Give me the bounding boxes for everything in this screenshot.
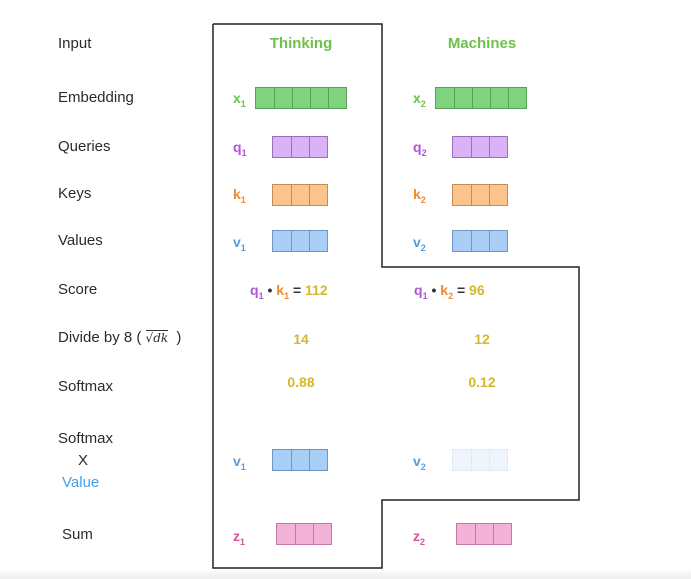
divided-value-2: 12	[474, 331, 490, 347]
softmax-x-line2: X	[78, 452, 89, 469]
sqrt-dk-symbol: √dk	[145, 330, 169, 345]
divide-label-close: )	[176, 329, 182, 346]
sum-symbol-2: z2	[413, 528, 426, 547]
query-symbol-2: q2	[413, 139, 427, 158]
value-vector-1	[272, 230, 328, 252]
weighted-value-symbol-2: v2	[413, 453, 426, 472]
softmax-value-2: 0.12	[468, 374, 496, 390]
key-symbol-2: k2	[413, 186, 426, 205]
value-symbol-1: v1	[233, 234, 246, 253]
row-label-values: Values	[58, 232, 103, 249]
embedding-vector-1	[255, 87, 347, 109]
weighted-value-symbol-1: v1	[233, 453, 246, 472]
value-symbol-2: v2	[413, 234, 426, 253]
key-symbol-1: k1	[233, 186, 246, 205]
row-label-keys: Keys	[58, 185, 92, 202]
weighted-value-vector-2	[452, 449, 508, 471]
sum-symbol-1: z1	[233, 528, 246, 547]
row-label-softmax: Softmax	[58, 378, 114, 395]
value-vector-2	[452, 230, 508, 252]
score-expression-1: q1 • k1 = 112	[250, 282, 328, 301]
embedding-vector-2	[435, 87, 527, 109]
bottom-edge-shading	[0, 569, 691, 579]
row-label-softmax-x-value: Softmax X Value	[58, 428, 113, 494]
query-vector-2	[452, 136, 508, 158]
key-vector-2	[452, 184, 508, 206]
softmax-value-1: 0.88	[287, 374, 315, 390]
input-word-2: Machines	[447, 35, 517, 52]
score-value-1: 112	[305, 282, 328, 298]
row-label-input: Input	[58, 35, 92, 52]
query-symbol-1: q1	[233, 139, 247, 158]
divide-label-text: Divide by 8 (	[58, 329, 142, 346]
embedding-symbol-2: x2	[413, 90, 426, 109]
softmax-x-line3: Value	[62, 474, 100, 491]
query-vector-1	[272, 136, 328, 158]
sum-vector-2	[456, 523, 512, 545]
weighted-value-vector-1	[272, 449, 328, 471]
score-expression-2: q1 • k2 = 96	[414, 282, 485, 301]
sum-vector-1	[276, 523, 332, 545]
input-word-1: Thinking	[269, 35, 333, 52]
key-vector-1	[272, 184, 328, 206]
embedding-symbol-1: x1	[233, 90, 246, 109]
row-label-sum: Sum	[62, 526, 93, 543]
row-label-score: Score	[58, 281, 98, 298]
row-label-divide: Divide by 8 ( √dk )	[58, 329, 181, 346]
score-value-2: 96	[469, 282, 485, 298]
softmax-x-line1: Softmax	[58, 430, 114, 447]
row-label-embedding: Embedding	[58, 89, 134, 106]
row-label-queries: Queries	[58, 138, 111, 155]
divided-value-1: 14	[293, 331, 309, 347]
